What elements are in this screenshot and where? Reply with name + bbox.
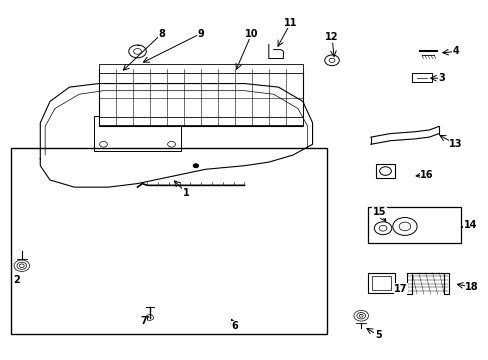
Text: 3: 3 [437,73,444,83]
Text: 16: 16 [419,170,433,180]
Text: 9: 9 [197,28,203,39]
Bar [371,276,390,290]
Bar [99,117,302,125]
Text: 15: 15 [372,207,386,217]
Text: 11: 11 [284,18,297,28]
Text: 14: 14 [463,220,476,230]
Bar [368,207,460,243]
Text: 2: 2 [14,275,20,285]
Text: 7: 7 [140,316,146,326]
Text: 13: 13 [448,139,462,149]
Text: 17: 17 [393,284,407,294]
Text: 18: 18 [464,282,478,292]
Text: 5: 5 [374,330,381,341]
Text: 6: 6 [231,321,238,332]
Bar [11,148,326,334]
Bar [94,116,181,152]
Bar [368,273,394,293]
Bar [99,64,302,73]
Text: 10: 10 [244,28,258,39]
Bar [99,69,302,126]
Text: 1: 1 [183,188,189,198]
Text: 8: 8 [158,28,165,39]
Bar [375,164,394,178]
Bar [411,73,431,82]
Text: 4: 4 [452,46,458,57]
Circle shape [193,164,198,167]
Text: 12: 12 [325,32,338,42]
